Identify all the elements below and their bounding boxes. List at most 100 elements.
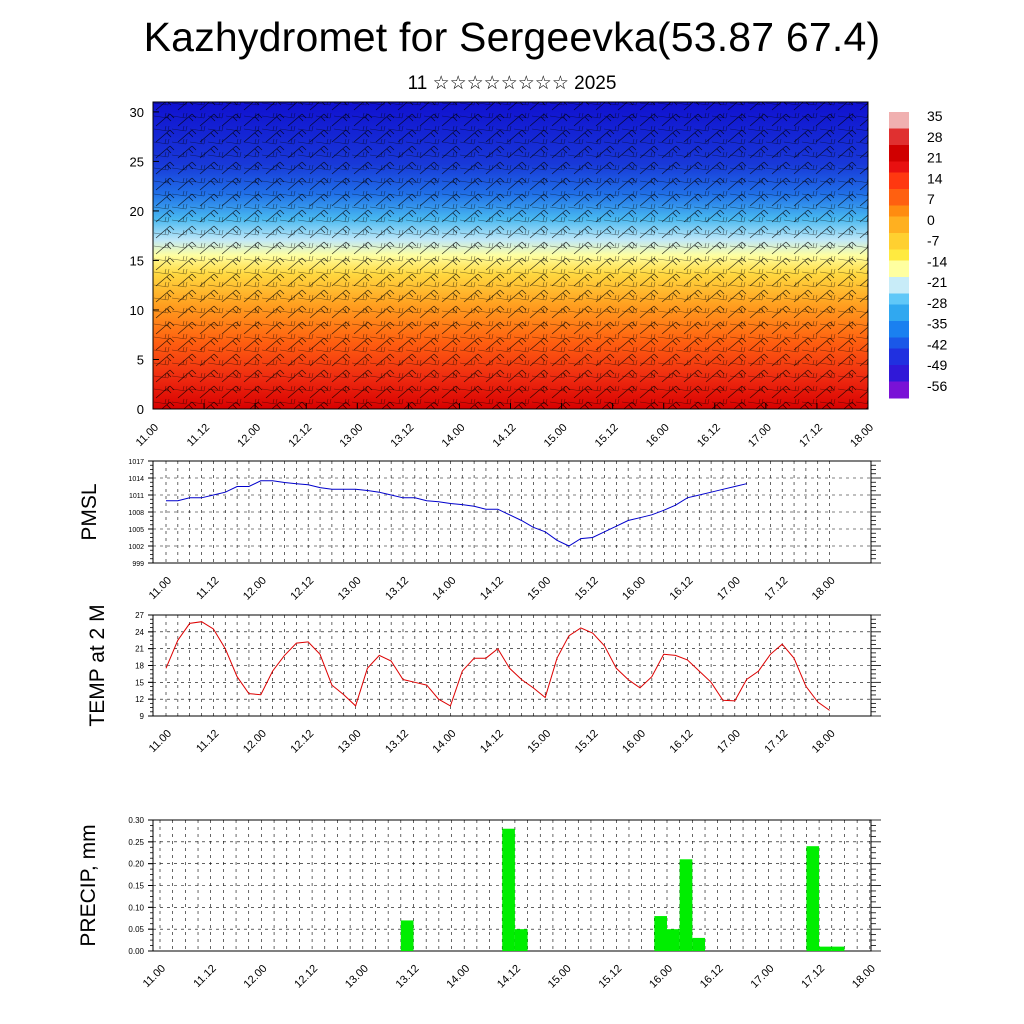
x-tick-label: 18.00 xyxy=(850,963,878,991)
x-tick-label: 12.12 xyxy=(288,575,316,603)
colorbar-swatch xyxy=(889,183,909,190)
colorbar-swatch xyxy=(889,249,909,256)
colorbar-label: -7 xyxy=(927,233,940,249)
x-tick-label: 16.12 xyxy=(668,575,696,603)
colorbar-swatch xyxy=(889,348,909,355)
heatmap-y-tick-label: 30 xyxy=(130,105,144,120)
precip-bar xyxy=(502,828,515,951)
precip-bar xyxy=(514,929,528,951)
x-tick-label: 16.12 xyxy=(668,728,696,756)
x-tick-label: 13.00 xyxy=(336,728,364,756)
x-tick-label: 11.00 xyxy=(141,963,168,990)
y-tick-label: 999 xyxy=(132,561,144,568)
x-tick-label: 13.12 xyxy=(394,963,422,991)
colorbar-label: -42 xyxy=(927,336,947,352)
x-tick-label: 12.12 xyxy=(288,728,316,756)
heatmap-x-tick-label: 11.12 xyxy=(185,422,212,449)
heatmap-x-tick-label: 18.00 xyxy=(848,422,876,450)
colorbar-swatch xyxy=(889,370,909,377)
y-tick-label: 27 xyxy=(135,611,144,620)
heatmap-x-tick-label: 12.00 xyxy=(235,422,263,450)
colorbar-swatch xyxy=(889,117,909,124)
x-tick-label: 16.12 xyxy=(698,963,726,991)
colorbar-swatch xyxy=(889,145,909,151)
x-tick-label: 13.00 xyxy=(343,963,371,991)
heatmap-y-tick-label: 25 xyxy=(130,154,144,169)
colorbar-swatch xyxy=(889,321,909,327)
heatmap-x-tick-label: 14.00 xyxy=(440,422,468,450)
colorbar-label: -14 xyxy=(927,253,947,269)
colorbar-swatch xyxy=(889,139,909,146)
x-tick-label: 14.12 xyxy=(495,963,523,991)
x-tick-label: 16.00 xyxy=(647,963,675,991)
heatmap-y-tick-label: 0 xyxy=(137,402,144,417)
colorbar-swatch xyxy=(889,255,909,261)
colorbar-swatch xyxy=(889,244,909,250)
y-tick-label: 0.20 xyxy=(128,860,144,869)
x-tick-label: 12.12 xyxy=(292,963,320,991)
y-tick-label: 1014 xyxy=(128,476,144,483)
y-tick-label: 0.15 xyxy=(128,882,144,891)
y-axis-label: PMSL xyxy=(78,483,101,540)
colorbar-swatch xyxy=(889,359,909,366)
colorbar-swatch xyxy=(889,216,909,223)
x-tick-label: 12.00 xyxy=(242,963,270,991)
y-tick-label: 0.00 xyxy=(128,947,144,956)
precip-panel: 0.00 0.05 0.10 0.15 0.20 0.25 0.30 11.00 11.12 12… xyxy=(77,816,881,991)
precip-bar xyxy=(692,937,706,951)
colorbar-label: -49 xyxy=(927,357,947,373)
x-tick-label: 15.00 xyxy=(546,963,574,991)
heatmap-x-tick-label: 15.00 xyxy=(542,422,570,450)
precip-bar xyxy=(400,920,414,951)
x-tick-label: 17.12 xyxy=(799,963,827,991)
chart-title: Kazhydromet for Sergeevka(53.87 67.4) xyxy=(143,14,881,60)
y-tick-label: 1017 xyxy=(128,459,144,466)
y-axis-label: TEMP at 2 M xyxy=(86,604,109,726)
colorbar-label: 7 xyxy=(927,191,935,207)
x-tick-label: 17.12 xyxy=(762,575,790,603)
colorbar-label: 35 xyxy=(927,108,943,124)
y-tick-label: 21 xyxy=(135,645,144,654)
wind-barbs-layer-secondary xyxy=(153,102,868,409)
heatmap-y-tick-label: 20 xyxy=(130,204,144,219)
heatmap-x-tick-label: 12.12 xyxy=(286,422,314,450)
x-tick-label: 13.12 xyxy=(383,575,411,603)
colorbar-swatch xyxy=(889,178,909,184)
heatmap-x-tick-label: 17.00 xyxy=(746,422,774,450)
y-tick-label: 0.05 xyxy=(128,925,144,934)
y-tick-label: 0.30 xyxy=(128,816,144,825)
heatmap-x-tick-label: 11.00 xyxy=(134,422,161,449)
precip-bar xyxy=(679,859,693,951)
colorbar-label: 0 xyxy=(927,212,935,228)
heatmap-x-tick-label: 17.12 xyxy=(797,422,825,450)
heatmap-x-tick-label: 14.12 xyxy=(491,422,519,450)
colorbar-swatch xyxy=(889,211,909,217)
colorbar-swatch xyxy=(889,354,909,360)
colorbar-swatch xyxy=(889,277,909,283)
y-axis-label: PRECIP, mm xyxy=(77,824,100,946)
precip-bar xyxy=(819,946,832,951)
heatmap-x-tick-label: 15.12 xyxy=(593,422,621,450)
colorbar-swatch xyxy=(889,260,909,267)
colorbar-swatch xyxy=(889,381,909,388)
colorbar-swatch xyxy=(889,200,909,206)
x-tick-label: 11.12 xyxy=(194,728,221,755)
precip-bar xyxy=(806,846,820,951)
x-tick-label: 17.00 xyxy=(749,963,777,991)
colorbar-swatch xyxy=(889,128,909,135)
x-tick-label: 17.00 xyxy=(715,575,743,603)
heatmap-y-tick-label: 10 xyxy=(130,303,144,318)
colorbar-swatch xyxy=(889,233,909,239)
colorbar-swatch xyxy=(889,315,909,322)
colorbar-swatch xyxy=(889,238,909,245)
colorbar-swatch xyxy=(889,123,909,129)
colorbar-swatch xyxy=(889,161,909,168)
colorbar-swatch xyxy=(889,332,909,338)
colorbar-swatch xyxy=(889,365,909,371)
pmsl-line xyxy=(166,480,747,547)
colorbar-swatch xyxy=(889,112,909,118)
y-tick-label: 1005 xyxy=(128,527,144,534)
x-tick-label: 14.12 xyxy=(478,728,506,756)
colorbar-swatch xyxy=(889,189,909,195)
x-tick-label: 14.12 xyxy=(478,575,506,603)
